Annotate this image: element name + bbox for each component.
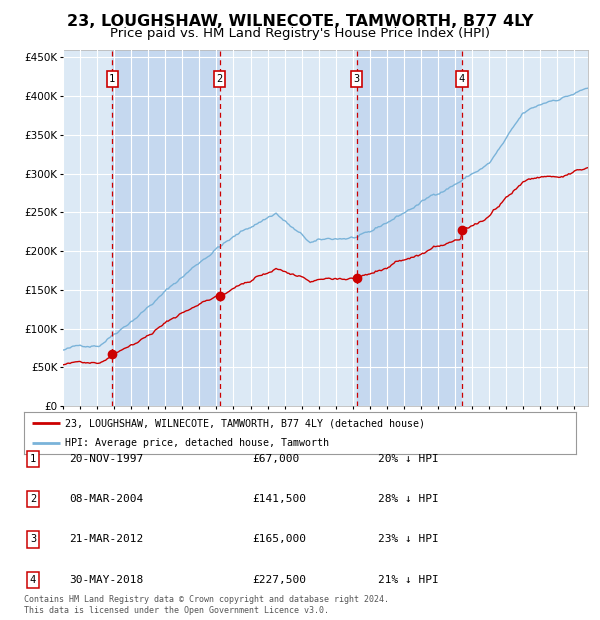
Text: £227,500: £227,500 — [252, 575, 306, 585]
Text: 4: 4 — [30, 575, 36, 585]
Text: 4: 4 — [459, 74, 465, 84]
Bar — [112, 50, 220, 406]
Text: 2: 2 — [30, 494, 36, 504]
Text: £165,000: £165,000 — [252, 534, 306, 544]
Text: 28% ↓ HPI: 28% ↓ HPI — [378, 494, 439, 504]
Text: 20% ↓ HPI: 20% ↓ HPI — [378, 454, 439, 464]
Bar — [63, 50, 112, 406]
Text: 21-MAR-2012: 21-MAR-2012 — [69, 534, 143, 544]
Text: 1: 1 — [30, 454, 36, 464]
Text: This data is licensed under the Open Government Licence v3.0.: This data is licensed under the Open Gov… — [24, 606, 329, 616]
Text: 3: 3 — [30, 534, 36, 544]
Text: 21% ↓ HPI: 21% ↓ HPI — [378, 575, 439, 585]
Text: 1: 1 — [109, 74, 115, 84]
Bar — [356, 50, 462, 406]
Text: 20-NOV-1997: 20-NOV-1997 — [69, 454, 143, 464]
Text: 23% ↓ HPI: 23% ↓ HPI — [378, 534, 439, 544]
Text: £67,000: £67,000 — [252, 454, 299, 464]
Text: 23, LOUGHSHAW, WILNECOTE, TAMWORTH, B77 4LY (detached house): 23, LOUGHSHAW, WILNECOTE, TAMWORTH, B77 … — [65, 418, 425, 428]
Text: 08-MAR-2004: 08-MAR-2004 — [69, 494, 143, 504]
Bar — [462, 50, 588, 406]
Text: Contains HM Land Registry data © Crown copyright and database right 2024.: Contains HM Land Registry data © Crown c… — [24, 595, 389, 604]
Text: £141,500: £141,500 — [252, 494, 306, 504]
Text: 2: 2 — [217, 74, 223, 84]
Text: HPI: Average price, detached house, Tamworth: HPI: Average price, detached house, Tamw… — [65, 438, 329, 448]
Text: 30-MAY-2018: 30-MAY-2018 — [69, 575, 143, 585]
Text: 23, LOUGHSHAW, WILNECOTE, TAMWORTH, B77 4LY: 23, LOUGHSHAW, WILNECOTE, TAMWORTH, B77 … — [67, 14, 533, 29]
Text: 3: 3 — [353, 74, 359, 84]
Bar — [220, 50, 356, 406]
Text: Price paid vs. HM Land Registry's House Price Index (HPI): Price paid vs. HM Land Registry's House … — [110, 27, 490, 40]
